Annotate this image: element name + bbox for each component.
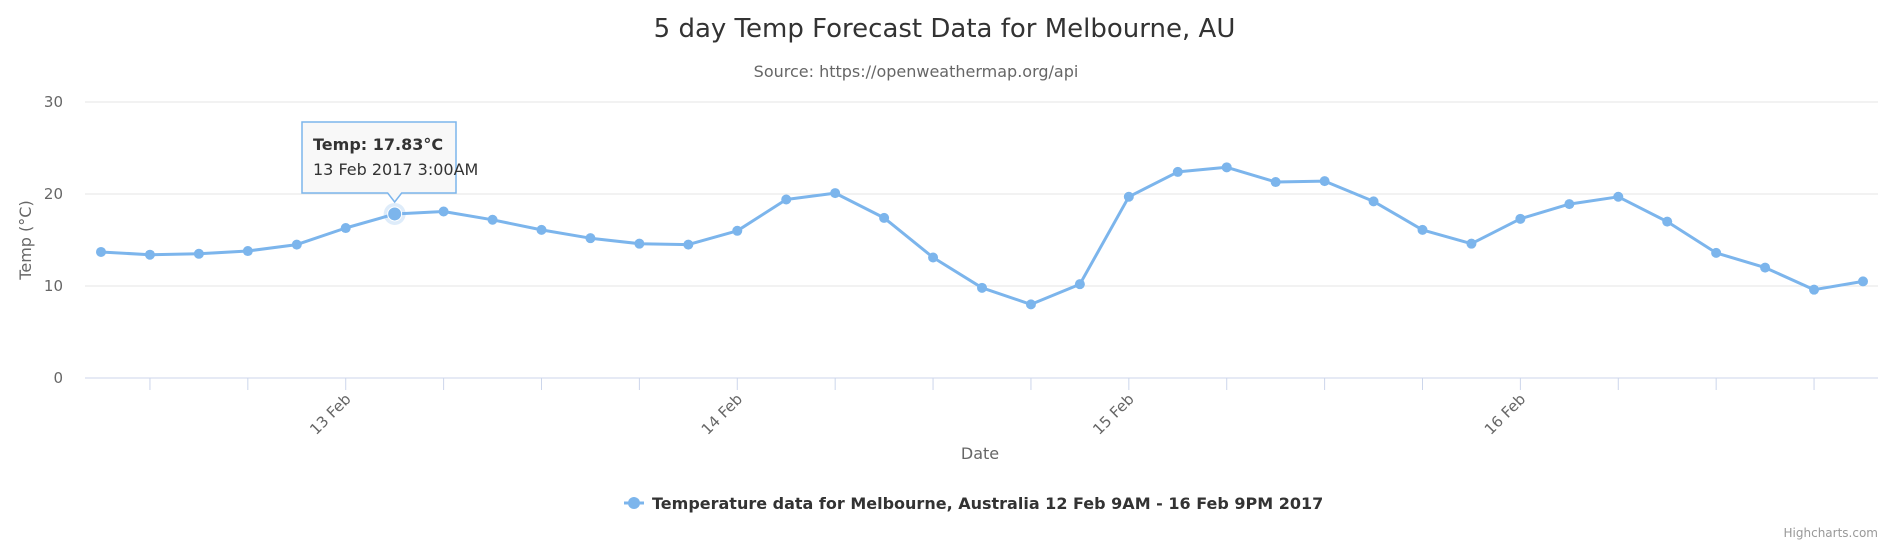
tooltip-label: Temp [313, 135, 361, 154]
y-tick-label: 30 [44, 93, 63, 111]
data-point[interactable] [340, 223, 351, 234]
data-point[interactable] [781, 194, 792, 205]
data-point[interactable] [193, 248, 204, 259]
data-point[interactable] [1172, 166, 1183, 177]
data-point[interactable] [1270, 177, 1281, 188]
data-point[interactable] [585, 233, 596, 244]
data-point[interactable] [683, 239, 694, 250]
y-axis-tick-labels: 0 10 20 30 [44, 93, 63, 387]
y-axis-title: Temp (°C) [16, 200, 35, 280]
data-point[interactable] [1319, 176, 1330, 187]
x-axis-title: Date [961, 444, 999, 463]
y-tick-label: 20 [44, 185, 63, 203]
data-point[interactable] [487, 214, 498, 225]
data-point[interactable] [144, 249, 155, 260]
data-point[interactable] [1662, 216, 1673, 227]
data-point[interactable] [879, 212, 890, 223]
data-point[interactable] [1025, 299, 1036, 310]
x-tick-label: 14 Feb [698, 390, 746, 438]
data-point[interactable] [1760, 262, 1771, 273]
legend-item[interactable]: Temperature data for Melbourne, Australi… [624, 494, 1323, 513]
data-point[interactable] [1417, 224, 1428, 235]
data-point[interactable] [1613, 191, 1624, 202]
tooltip-value: 17.83°C [373, 135, 443, 154]
y-tick-label: 0 [53, 369, 63, 387]
tooltip: Temp: 17.83°C 13 Feb 2017 3:00AM [301, 121, 478, 204]
data-point[interactable] [1858, 276, 1868, 287]
data-point[interactable] [1711, 247, 1722, 258]
data-point[interactable] [977, 282, 987, 293]
data-point[interactable] [1123, 191, 1134, 202]
x-axis-tick-labels: 13 Feb 14 Feb 15 Feb 16 Feb [306, 390, 1529, 438]
legend-label: Temperature data for Melbourne, Australi… [652, 494, 1323, 513]
data-point[interactable] [830, 188, 841, 199]
data-point[interactable] [1809, 284, 1820, 295]
data-point[interactable] [1221, 162, 1232, 173]
data-point[interactable] [634, 238, 645, 249]
y-tick-label: 10 [44, 277, 63, 295]
x-axis-ticks [149, 378, 1815, 390]
series-points [96, 162, 1868, 310]
x-tick-label: 15 Feb [1089, 390, 1137, 438]
data-point[interactable] [1564, 199, 1575, 210]
tooltip-date: 13 Feb 2017 3:00AM [313, 160, 478, 179]
data-point[interactable] [242, 246, 253, 257]
hovered-data-point[interactable] [387, 206, 403, 222]
data-point[interactable] [732, 225, 743, 236]
credits-link[interactable]: Highcharts.com [1784, 526, 1878, 540]
data-point[interactable] [1515, 213, 1526, 224]
tooltip-box [301, 121, 457, 204]
tooltip-separator: : [361, 135, 373, 154]
data-point[interactable] [291, 239, 302, 250]
data-point[interactable] [1368, 196, 1379, 207]
legend-marker-icon [628, 497, 640, 509]
chart-subtitle: Source: https://openweathermap.org/api [754, 62, 1079, 81]
data-point[interactable] [438, 206, 449, 217]
data-point[interactable] [96, 246, 106, 257]
chart-title: 5 day Temp Forecast Data for Melbourne, … [654, 14, 1236, 44]
x-tick-label: 16 Feb [1481, 390, 1529, 438]
data-point[interactable] [1466, 238, 1477, 249]
data-point[interactable] [536, 224, 547, 235]
data-point[interactable] [1074, 279, 1085, 290]
x-tick-label: 13 Feb [306, 390, 354, 438]
data-point[interactable] [928, 252, 939, 263]
tooltip-line-1: Temp: 17.83°C [313, 135, 443, 154]
